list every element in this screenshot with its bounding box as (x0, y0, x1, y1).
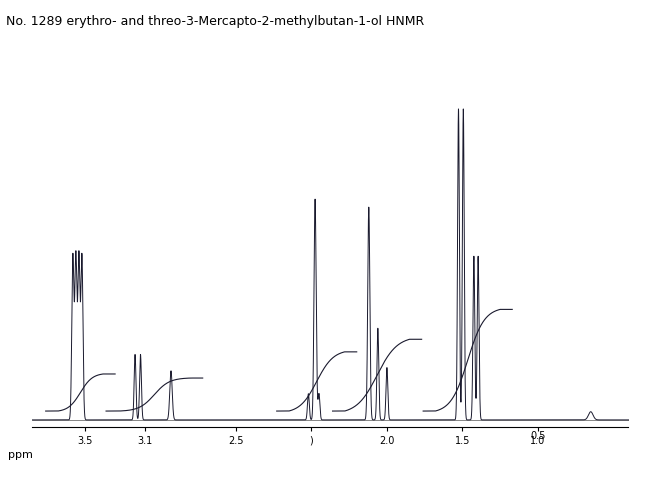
Text: No. 1289 erythro- and threo-3-Mercapto-2-methylbutan-1-ol HNMR: No. 1289 erythro- and threo-3-Mercapto-2… (6, 15, 424, 28)
Text: 0.5: 0.5 (530, 431, 545, 441)
X-axis label: ppm: ppm (8, 450, 32, 460)
